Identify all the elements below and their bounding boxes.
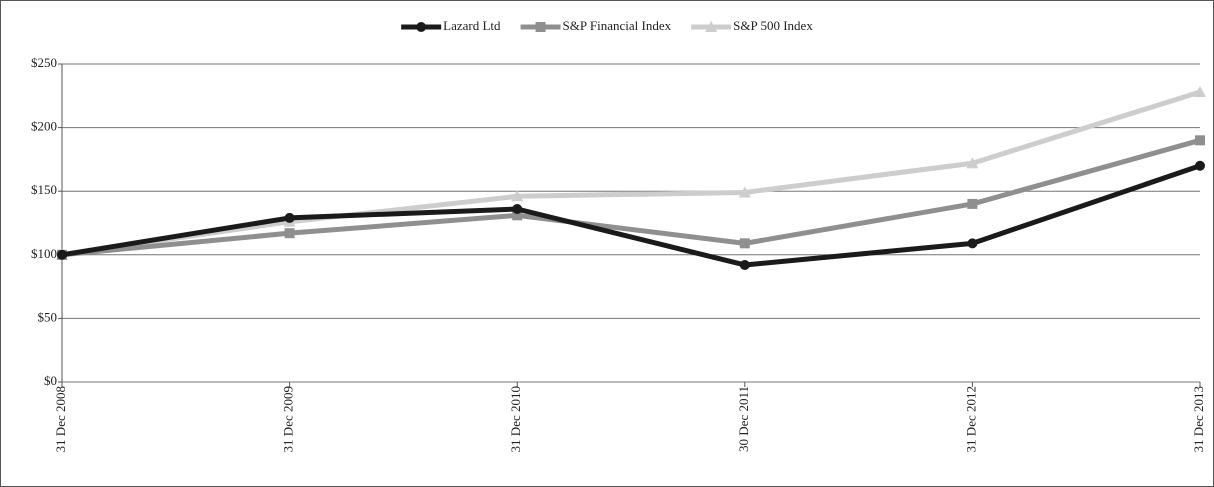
x-tick-label: 31 Dec 2008 <box>53 386 68 452</box>
y-tick-label: $250 <box>31 55 57 70</box>
legend-label: S&P Financial Index <box>563 18 672 33</box>
point <box>512 204 523 215</box>
point <box>284 228 295 239</box>
point <box>1194 85 1206 97</box>
point <box>967 238 978 249</box>
point <box>512 210 523 221</box>
y-tick-label: $200 <box>31 119 57 134</box>
point <box>284 212 295 223</box>
legend: Lazard Ltd S&P Financial Index S&P 500 Ind… <box>401 18 813 33</box>
series-line <box>61 137 1201 258</box>
point <box>57 249 67 260</box>
point <box>966 157 979 169</box>
series-line <box>61 163 1201 268</box>
point <box>705 21 718 32</box>
x-tick-label: 31 Dec 2010 <box>508 386 523 452</box>
series-line <box>61 89 1201 258</box>
x-tick-label: 31 Dec 2012 <box>963 386 978 452</box>
x-tick-label: 30 Dec 2011 <box>736 386 751 452</box>
point <box>1195 160 1205 171</box>
y-tick-label: $0 <box>44 373 57 388</box>
point <box>1195 135 1205 146</box>
point <box>416 22 427 32</box>
point <box>535 22 546 32</box>
point <box>967 198 978 209</box>
x-tick-label: 31 Dec 2009 <box>281 386 296 452</box>
x-tick-label: 31 Dec 2013 <box>1191 386 1206 452</box>
y-tick-label: $150 <box>31 182 57 197</box>
point <box>738 186 751 198</box>
legend-label: Lazard Ltd <box>443 18 501 33</box>
y-tick-label: $100 <box>31 246 57 261</box>
point <box>739 259 750 270</box>
legend-label: S&P 500 Index <box>733 18 813 33</box>
point <box>739 238 750 249</box>
y-tick-label: $50 <box>38 309 58 324</box>
point <box>511 190 524 202</box>
